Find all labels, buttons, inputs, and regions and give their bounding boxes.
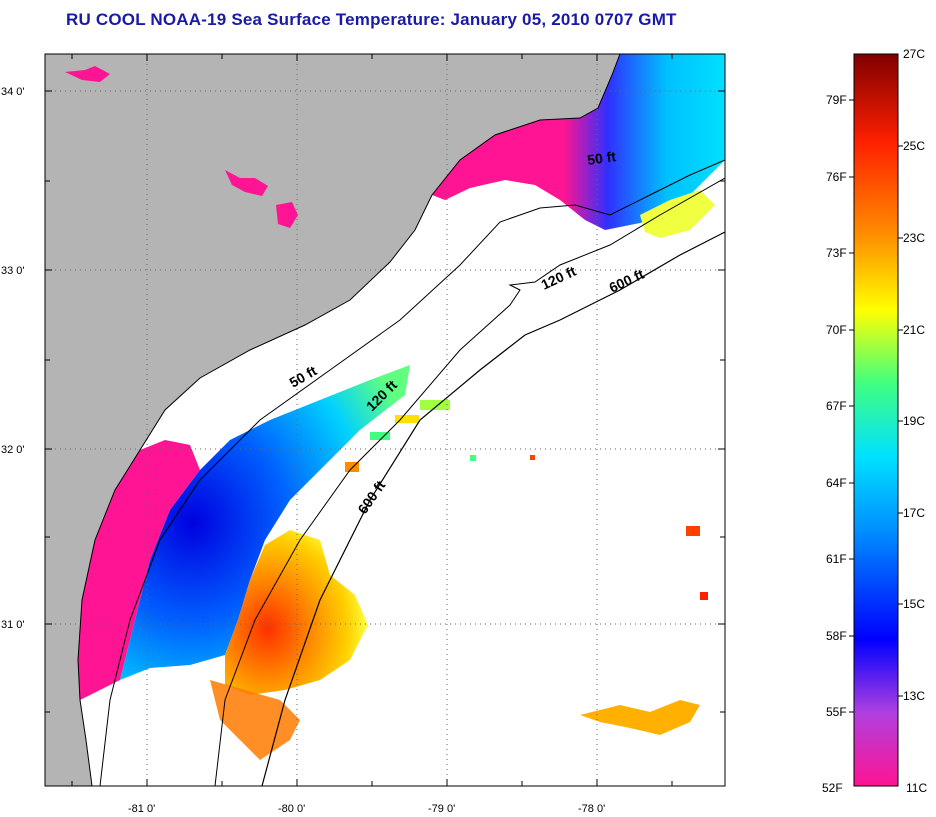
map-title: RU COOL NOAA-19 Sea Surface Temperature:… <box>66 10 677 29</box>
contour-label: 600 ft <box>354 477 388 516</box>
colorbar-label-c: 27C <box>903 47 926 61</box>
colorbar <box>853 53 899 787</box>
coastline <box>77 54 621 786</box>
inland-water-patch <box>225 170 268 196</box>
sst-south-coastal <box>78 440 200 700</box>
colorbar-label-f: 58F <box>826 629 847 643</box>
sst-gulf-stream-scatter <box>210 680 300 760</box>
isobath-120ft <box>214 177 725 786</box>
grid-lines <box>45 54 725 786</box>
lat-label: 34 0' <box>1 86 25 98</box>
colorbar-label-f: 55F <box>826 705 847 719</box>
lon-label: -80 0' <box>278 803 305 815</box>
colorbar-label-f: 70F <box>826 323 847 337</box>
contour-label: 120 ft <box>539 263 579 293</box>
sst-cold-shelf <box>120 365 410 680</box>
inland-water-patch <box>65 66 110 82</box>
colorbar-label-c: 17C <box>903 506 926 520</box>
colorbar-label-c: 23C <box>903 231 926 245</box>
lat-label: 31 0' <box>1 619 25 631</box>
contour-label: 600 ft <box>607 266 647 296</box>
lon-label: -79 0' <box>428 803 455 815</box>
sst-north-coastal <box>432 54 725 230</box>
colorbar-label-f: 67F <box>826 399 847 413</box>
land-mass <box>45 54 620 786</box>
lon-label: -78 0' <box>578 803 605 815</box>
colorbar-label-f: 64F <box>826 476 847 490</box>
colorbar-label-f: 61F <box>826 552 847 566</box>
colorbar-label-f: 79F <box>826 93 847 107</box>
inland-water-patch <box>276 202 298 228</box>
contour-label: 50 ft <box>287 362 320 390</box>
colorbar-label-c: 19C <box>903 414 926 428</box>
colorbar-label-f: 76F <box>826 170 847 184</box>
map-frame <box>44 53 726 787</box>
axis-ticks <box>45 54 725 786</box>
colorbar-label-c: 15C <box>903 597 926 611</box>
colorbar-label-f: 73F <box>826 246 847 260</box>
colorbar-label-c: 25C <box>903 139 926 153</box>
lon-label: -81 0' <box>128 803 155 815</box>
isobath-50ft <box>99 159 725 786</box>
contour-label: 50 ft <box>586 148 617 168</box>
colorbar-label-c: 13C <box>903 689 926 703</box>
lat-label: 33 0' <box>1 265 25 277</box>
sst-offshore-pixels <box>345 400 708 735</box>
colorbar-label-c: 21C <box>903 323 926 337</box>
sst-warm-patch <box>640 190 715 238</box>
lat-label: 32 0' <box>1 444 25 456</box>
sst-gulf-stream <box>225 530 368 695</box>
colorbar-label-f: 52F <box>822 781 843 795</box>
colorbar-label-c: 11C <box>906 781 928 795</box>
isobath-600ft <box>261 231 725 786</box>
colorbar-ticks <box>849 99 903 713</box>
